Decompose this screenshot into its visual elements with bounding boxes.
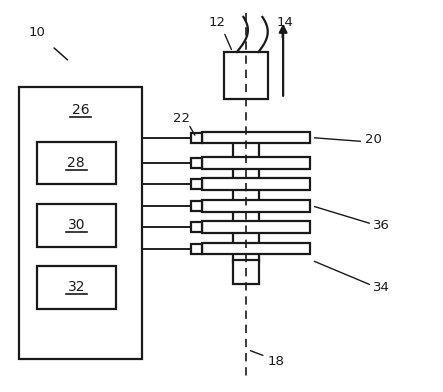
Text: 32: 32 [67,280,85,294]
Bar [202,178,310,190]
Text: 18: 18 [268,355,284,368]
Bar [202,132,310,143]
Bar [233,260,259,283]
Text: 26: 26 [72,103,89,117]
Text: 22: 22 [173,112,190,125]
Bar [19,87,142,359]
Bar [190,132,202,143]
Bar [202,157,310,169]
Bar [37,142,116,184]
Bar [224,52,268,99]
Bar [202,221,310,233]
Bar [190,222,202,232]
Text: 14: 14 [277,16,294,29]
Text: 10: 10 [28,26,45,39]
Bar [190,201,202,211]
Bar [202,243,310,254]
Bar [233,138,259,262]
Bar [37,266,116,309]
Text: 12: 12 [209,16,225,29]
Text: 28: 28 [67,156,85,170]
Bar [190,158,202,168]
Bar [202,200,310,212]
Bar [190,243,202,254]
Bar [37,204,116,247]
Text: 20: 20 [365,133,381,146]
Text: 30: 30 [67,218,85,232]
Text: 34: 34 [373,281,390,294]
Text: 36: 36 [373,219,390,232]
Bar [190,180,202,189]
